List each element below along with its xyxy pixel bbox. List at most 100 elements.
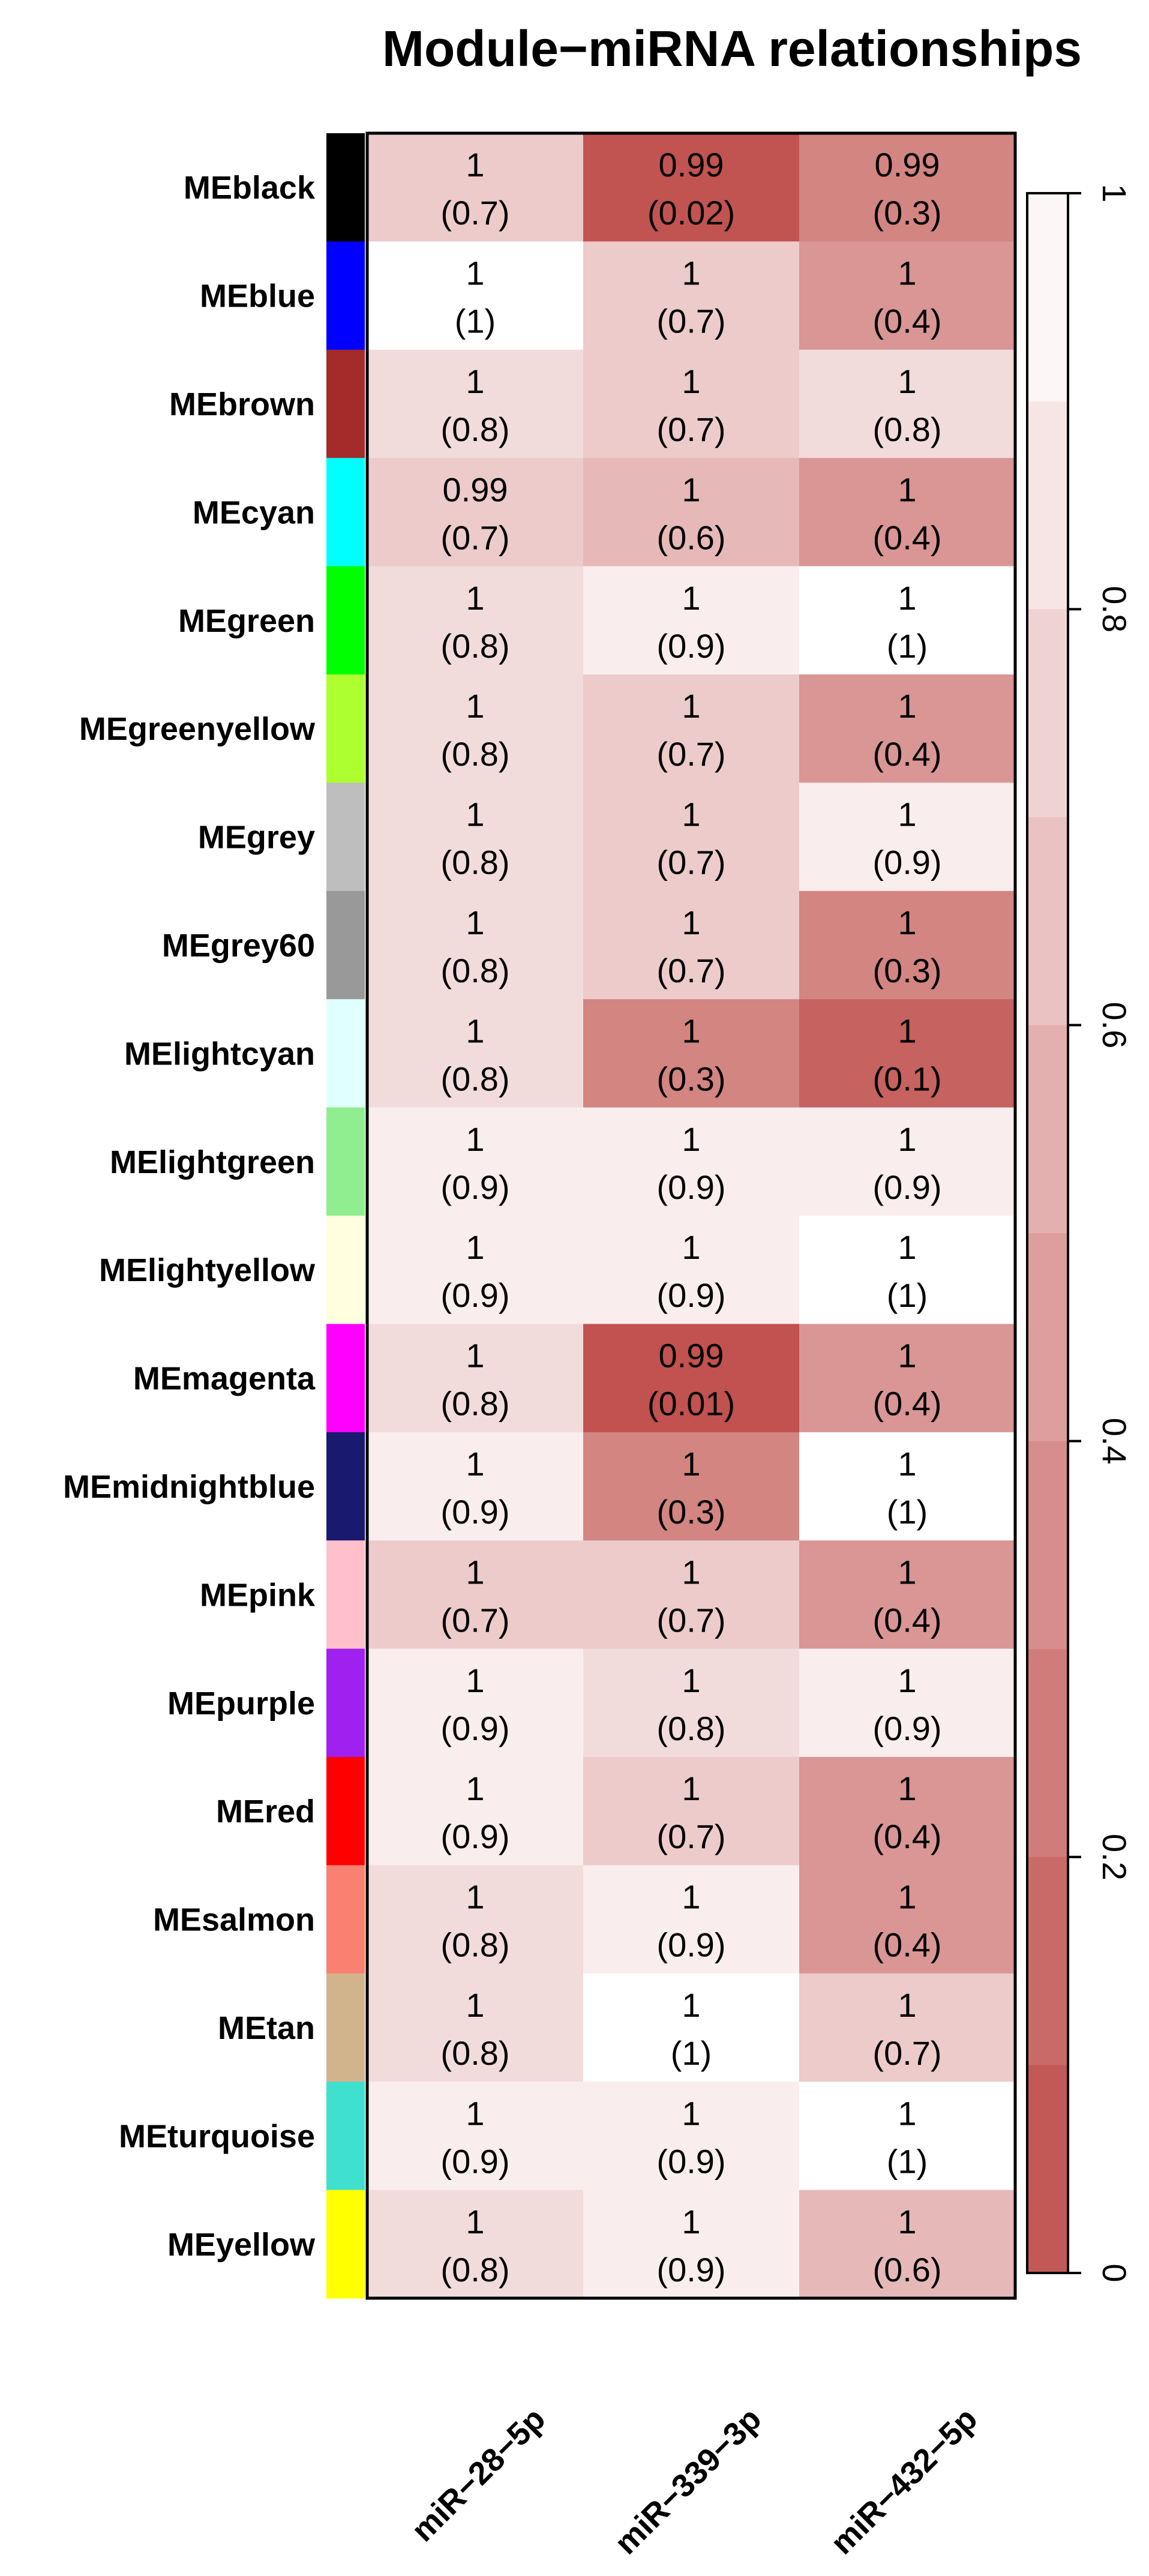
- heatmap-cell: [367, 1865, 584, 1974]
- cell-pvalue-text: (0.9): [656, 1168, 725, 1206]
- heatmap-cell: [799, 566, 1016, 675]
- cell-correlation-text: 1: [466, 1012, 484, 1049]
- heatmap-cell: [583, 1865, 800, 1974]
- heatmap-cell: [583, 1540, 800, 1650]
- cell-correlation-text: 1: [466, 254, 484, 292]
- cell-pvalue-text: (0.4): [872, 1385, 941, 1423]
- colorbar-border: [1026, 192, 1069, 2274]
- colorbar-segment: [1027, 609, 1068, 818]
- cell-correlation-text: 1: [898, 796, 916, 833]
- heatmap-cell: [583, 999, 800, 1108]
- cell-pvalue-text: (0.8): [872, 410, 941, 448]
- cell-correlation-text: 1: [898, 2094, 916, 2132]
- heatmap-cell: [799, 1865, 1016, 1974]
- cell-correlation-text: 1: [466, 687, 484, 725]
- cell-pvalue-text: (0.9): [656, 1926, 725, 1964]
- cell-correlation-text: 1: [898, 1662, 916, 1699]
- cell-correlation-text: 0.99: [443, 470, 508, 508]
- row-label-meblue: MEblue: [200, 278, 315, 314]
- cell-pvalue-text: (0.8): [440, 952, 509, 989]
- cell-correlation-text: 1: [898, 1012, 916, 1049]
- row-label-mepurple: MEpurple: [167, 1686, 315, 1722]
- heatmap-cell: [367, 1648, 584, 1758]
- cell-pvalue-text: (0.7): [440, 1601, 509, 1639]
- heatmap-cell: [583, 2190, 800, 2299]
- heatmap-cell: [583, 566, 800, 675]
- cell-correlation-text: 1: [466, 146, 484, 184]
- row-color-swatch-megreenyellow: [326, 674, 365, 783]
- column-label: miR−28−5p: [404, 2401, 552, 2548]
- cell-correlation-text: 1: [682, 1445, 700, 1483]
- colorbar-segment: [1027, 401, 1068, 610]
- heatmap-cell: [799, 1540, 1016, 1650]
- heatmap-cell: [799, 1324, 1016, 1433]
- heatmap-cell: [583, 349, 800, 458]
- cell-correlation-text: 1: [466, 362, 484, 400]
- cell-pvalue-text: (0.8): [440, 1926, 509, 1964]
- heatmap-cell: [367, 241, 584, 350]
- cell-pvalue-text: (0.3): [656, 1493, 725, 1531]
- colorbar-segment: [1027, 1233, 1068, 1442]
- cell-correlation-text: 1: [682, 579, 700, 617]
- heatmap-cell: [367, 1107, 584, 1216]
- cell-pvalue-text: (0.9): [656, 1276, 725, 1314]
- cell-correlation-text: 1: [466, 2094, 484, 2132]
- row-labels: MEblack MEblue MEbrown MEcyan MEgreen MEgreen…: [63, 170, 316, 2263]
- cell-correlation-text: 1: [898, 1986, 916, 2024]
- colorbar-tick-label: 0: [1096, 2263, 1133, 2282]
- heatmap-cell: [583, 1432, 800, 1541]
- row-color-swatch-melightcyan: [326, 999, 365, 1108]
- heatmap-cell: [799, 133, 1016, 242]
- cell-correlation-text: 1: [466, 1878, 484, 1916]
- row-label-mecyan: MEcyan: [193, 494, 315, 530]
- cell-pvalue-text: (0.6): [872, 2251, 941, 2289]
- colorbar-tick-label: 0.4: [1096, 1418, 1133, 1465]
- row-label-mered: MEred: [216, 1794, 315, 1830]
- heatmap-cell: [367, 999, 584, 1108]
- colorbar-segment: [1027, 1441, 1068, 1650]
- cell-pvalue-text: (0.8): [440, 410, 509, 448]
- colorbar-tick-label: 0.2: [1096, 1834, 1133, 1881]
- heatmap-cell: [799, 1432, 1016, 1541]
- cell-pvalue-text: (0.9): [440, 1276, 509, 1314]
- cell-correlation-text: 1: [466, 796, 484, 833]
- row-label-mebrown: MEbrown: [169, 386, 315, 422]
- heatmap-cell: [583, 458, 800, 567]
- row-color-swatch-memidnightblue: [326, 1432, 365, 1541]
- heatmap-cell: [799, 999, 1016, 1108]
- cell-correlation-text: 1: [466, 1553, 484, 1591]
- cell-correlation-text: 0.99: [659, 146, 724, 184]
- cell-correlation-text: 1: [898, 1228, 916, 1266]
- row-color-swatch-memagenta: [326, 1324, 365, 1433]
- row-color-swatch-meblue: [326, 241, 365, 350]
- cell-pvalue-text: (0.9): [656, 2142, 725, 2180]
- heatmap-cell: [583, 674, 800, 783]
- heatmap-cell: [583, 890, 800, 1000]
- cell-correlation-text: 1: [898, 254, 916, 292]
- cell-correlation-text: 1: [682, 1986, 700, 2024]
- row-color-swatch-mesalmon: [326, 1865, 365, 1974]
- row-label-megreenyellow: MEgreenyellow: [79, 711, 316, 747]
- row-color-swatches: [326, 133, 365, 2299]
- colorbar-segment: [1027, 1025, 1068, 1234]
- heatmap-cell: [367, 458, 584, 567]
- cell-pvalue-text: (0.7): [656, 1601, 725, 1639]
- cell-correlation-text: 1: [898, 1337, 916, 1375]
- cell-correlation-text: 0.99: [875, 146, 940, 184]
- cell-pvalue-text: (0.01): [647, 1385, 735, 1423]
- cell-correlation-text: 1: [682, 1878, 700, 1916]
- cell-pvalue-text: (1): [455, 302, 496, 340]
- cell-correlation-text: 1: [682, 687, 700, 725]
- row-label-metan: MEtan: [218, 2010, 315, 2046]
- cell-correlation-text: 1: [898, 579, 916, 617]
- row-color-swatch-megrey60: [326, 890, 365, 1000]
- cell-pvalue-text: (0.02): [647, 194, 735, 232]
- heatmap-cell: [583, 1216, 800, 1324]
- heatmap-cell: [367, 1216, 584, 1324]
- cell-correlation-text: 1: [466, 2203, 484, 2241]
- cell-correlation-text: 0.99: [659, 1337, 724, 1375]
- cell-correlation-text: 1: [466, 579, 484, 617]
- cell-correlation-text: 1: [682, 1228, 700, 1266]
- cell-pvalue-text: (0.9): [656, 2251, 725, 2289]
- cell-pvalue-text: (0.3): [656, 1060, 725, 1097]
